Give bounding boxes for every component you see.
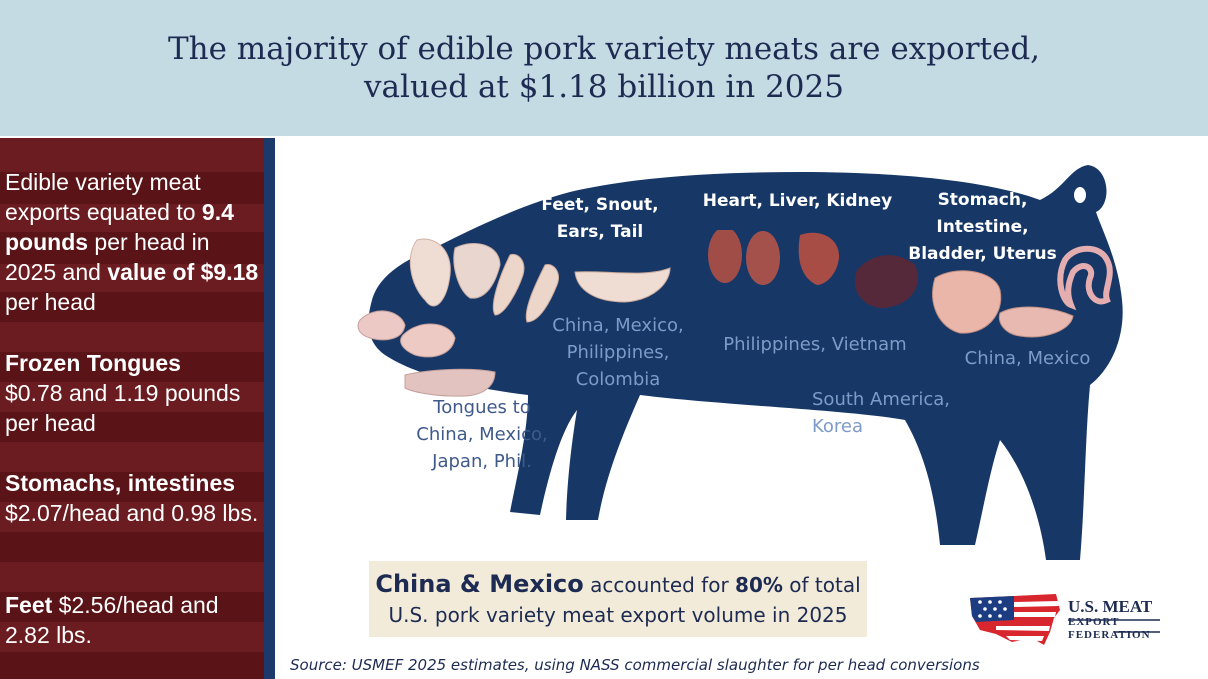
category-line: Feet, Snout,	[541, 195, 659, 215]
stat-feet: Feet $2.56/head and 2.82 lbs.	[5, 590, 263, 650]
category-line: Bladder, Uterus	[908, 244, 1057, 264]
destination-line: Tongues to	[433, 397, 531, 418]
stat-heading: Feet	[5, 592, 53, 618]
sidebar-band	[0, 532, 264, 562]
stat-stomachs: Stomachs, intestines $2.07/head and 0.98 …	[5, 468, 263, 528]
kidney-icon	[746, 231, 780, 285]
usmef-logo	[970, 594, 1160, 645]
destinations-stomach: China, Mexico	[964, 348, 1091, 369]
callout-line-2: U.S. pork variety meat export volume in …	[388, 603, 848, 627]
stat-heading: Stomachs, intestines	[5, 470, 236, 496]
destination-line: China, Mexico,	[552, 315, 684, 336]
tail-icon	[574, 267, 671, 303]
sidebar-stripe	[264, 138, 275, 679]
callout-percent: 80%	[735, 573, 783, 597]
category-organs-label: Heart, Liver, Kidney	[702, 191, 893, 211]
snout-icon	[357, 310, 406, 341]
sidebar-band	[0, 652, 264, 679]
meat-cut-images	[357, 230, 1113, 397]
liver-icon	[854, 255, 919, 308]
sidebar-band	[0, 472, 264, 502]
category-line: Intestine,	[936, 217, 1029, 237]
logo-text-line-2: EXPORT	[1068, 616, 1120, 628]
heart-icon	[798, 232, 840, 285]
bladder-icon	[998, 306, 1074, 338]
sidebar-band	[0, 232, 264, 264]
destinations-other: South America, Korea	[812, 386, 962, 440]
stomach-icons	[932, 245, 1113, 338]
category-line: Stomach,	[937, 190, 1028, 210]
category-stomach-label: Stomach, Intestine, Bladder, Uterus	[900, 187, 1065, 268]
category-feet-label: Feet, Snout, Ears, Tail	[520, 192, 680, 246]
callout-box: China & Mexico accounted for 80% of tota…	[369, 561, 867, 637]
stat-text: per head in 2025 and	[5, 229, 210, 285]
ear-icon	[453, 243, 501, 299]
title-line-2: valued at $1.18 billion in 2025	[364, 69, 844, 105]
logo-text-line-1: U.S. MEAT	[1068, 597, 1153, 616]
callout-text: of total	[782, 573, 861, 597]
destinations-organs: Philippines, Vietnam	[723, 334, 907, 355]
pig-ear-hole	[1074, 187, 1086, 203]
intestine-icon	[1057, 245, 1113, 311]
organ-icons	[708, 230, 919, 308]
stat-text: $2.56/head and 2.82 lbs.	[5, 592, 219, 648]
stat-text: Edible variety meat exports equated to	[5, 169, 202, 225]
stats-sidebar	[0, 138, 264, 679]
foot-icon	[525, 263, 559, 323]
stat-heading: Frozen Tongues	[5, 350, 181, 376]
sidebar-band	[0, 352, 264, 382]
source-note: Source: USMEF 2025 estimates, using NASS…	[290, 656, 980, 674]
tongue-icon	[404, 368, 496, 397]
ear-icon	[409, 238, 451, 307]
snout-ear-icons	[357, 238, 671, 397]
destination-line: Colombia	[575, 369, 661, 390]
stat-highlight: 9.4 pounds	[5, 199, 234, 255]
stat-text: $2.07/head and 0.98 lbs.	[5, 500, 259, 526]
stat-tongues: Frozen Tongues $0.78 and 1.19 pounds per …	[5, 348, 263, 438]
category-line: Ears, Tail	[556, 222, 644, 242]
stat-text: $0.78 and 1.19 pounds per head	[5, 380, 241, 436]
destinations-feet: China, Mexico, Philippines, Colombia	[540, 312, 696, 393]
destination-line: Philippines,	[566, 342, 670, 363]
sidebar-band	[0, 592, 264, 622]
stomach-icon	[932, 270, 1002, 334]
pig-body	[368, 165, 1123, 560]
snout-icon	[400, 323, 456, 358]
logo-text-line-3: FEDERATION	[1068, 629, 1151, 641]
sidebar-band	[0, 172, 264, 204]
foot-icon	[492, 253, 525, 316]
destination-line: China, Mexico,	[416, 424, 548, 445]
title-line-1: The majority of edible pork variety meat…	[167, 31, 1041, 67]
kidney-icon	[708, 230, 742, 283]
destinations-tongues: Tongues to China, Mexico, Japan, Phil.	[408, 394, 556, 475]
page-title: The majority of edible pork variety meat…	[0, 30, 1208, 106]
destination-line: Japan, Phil.	[432, 451, 532, 472]
destination-line: Korea	[812, 416, 864, 437]
callout-text: accounted for	[583, 573, 736, 597]
stat-highlight: value of $9.18	[107, 259, 259, 285]
sidebar-band	[0, 412, 264, 442]
sidebar-band	[0, 292, 264, 322]
stat-per-head: Edible variety meat exports equated to 9…	[5, 167, 263, 317]
destination-line: South America,	[812, 389, 951, 410]
stat-text: per head	[5, 289, 96, 315]
callout-lead: China & Mexico	[375, 570, 584, 598]
header-banner	[0, 0, 1208, 136]
usa-map-flag-icon	[970, 594, 1060, 645]
callout-line-1: China & Mexico accounted for 80% of tota…	[369, 569, 867, 600]
